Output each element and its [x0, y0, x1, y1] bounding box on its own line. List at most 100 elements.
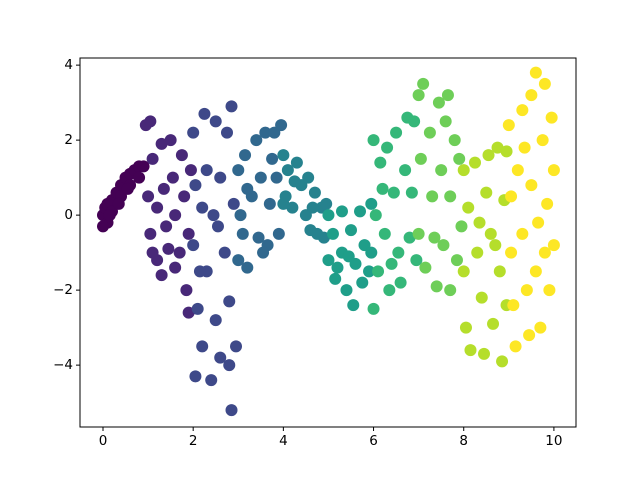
point [502, 119, 515, 132]
point [175, 149, 188, 162]
point [529, 265, 542, 278]
point [480, 186, 493, 199]
point [478, 347, 491, 360]
point [162, 242, 175, 255]
point [191, 302, 204, 315]
point [453, 152, 466, 165]
point [281, 164, 294, 177]
y-tick-label: −4 [53, 357, 73, 373]
point [96, 220, 109, 233]
point [376, 182, 389, 195]
point [417, 77, 430, 90]
point [142, 190, 155, 203]
point [209, 314, 222, 327]
point [193, 265, 206, 278]
point [363, 265, 376, 278]
point [220, 126, 233, 139]
point [441, 89, 454, 102]
point [112, 197, 125, 210]
point [432, 96, 445, 109]
x-tick-label: 8 [459, 433, 468, 449]
point [270, 171, 283, 184]
point [547, 164, 560, 177]
point [473, 216, 486, 229]
point [164, 134, 177, 147]
point [232, 164, 245, 177]
point [169, 261, 182, 274]
point [365, 197, 378, 210]
point [241, 261, 254, 274]
point [207, 209, 220, 222]
point [487, 317, 500, 330]
point [277, 197, 290, 210]
point [426, 190, 439, 203]
point [214, 171, 227, 184]
point [518, 141, 531, 154]
point [331, 261, 344, 274]
point [399, 164, 412, 177]
point [335, 205, 348, 218]
plot-frame [79, 57, 577, 428]
point [182, 306, 195, 319]
point [455, 220, 468, 233]
point [225, 100, 238, 113]
point [223, 295, 236, 308]
point [525, 179, 538, 192]
point [381, 141, 394, 154]
point [266, 152, 279, 165]
point [543, 284, 556, 297]
x-tick-label: 10 [545, 433, 562, 449]
point [187, 126, 200, 139]
point [459, 321, 472, 334]
point [372, 265, 385, 278]
point [239, 149, 252, 162]
point [342, 250, 355, 263]
point [412, 227, 425, 240]
point [214, 351, 227, 364]
point [489, 239, 502, 252]
point [439, 115, 452, 128]
point [475, 291, 488, 304]
point [146, 152, 159, 165]
point [435, 164, 448, 177]
point [263, 197, 276, 210]
point [511, 164, 524, 177]
point [392, 246, 405, 259]
point [290, 156, 303, 169]
point [516, 104, 529, 117]
point [322, 254, 335, 267]
point [157, 182, 170, 195]
y-tick-label: 4 [64, 57, 73, 73]
point [534, 321, 547, 334]
point [209, 115, 222, 128]
y-tick-label: −2 [53, 282, 73, 298]
point [444, 190, 457, 203]
point [302, 171, 315, 184]
x-tick-label: 6 [369, 433, 378, 449]
point [354, 205, 367, 218]
point [414, 152, 427, 165]
point [155, 269, 168, 282]
x-tick-label: 4 [279, 433, 288, 449]
point [286, 201, 299, 214]
point [225, 404, 238, 417]
point [538, 77, 551, 90]
point [390, 126, 403, 139]
point [403, 231, 416, 244]
point [196, 201, 209, 214]
point [180, 284, 193, 297]
point [383, 284, 396, 297]
point [538, 246, 551, 259]
point [367, 302, 380, 315]
point [189, 179, 202, 192]
point [365, 246, 378, 259]
point [516, 227, 529, 240]
point [347, 299, 360, 312]
point [484, 227, 497, 240]
point [457, 164, 470, 177]
point [500, 145, 513, 158]
point [493, 265, 506, 278]
point [410, 254, 423, 267]
point [529, 66, 542, 79]
point [288, 175, 301, 188]
